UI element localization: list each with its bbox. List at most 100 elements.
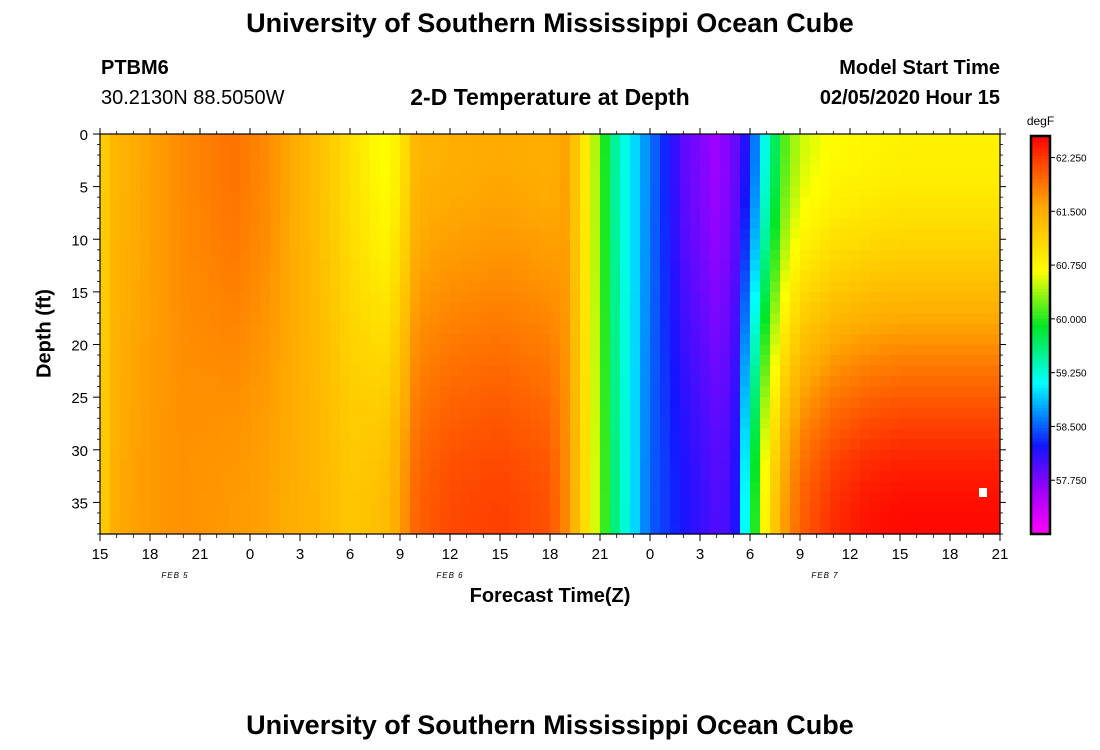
- heatmap-cell: [970, 176, 981, 188]
- heatmap-cell: [320, 386, 331, 398]
- heatmap-cell: [100, 144, 111, 156]
- heatmap-cell: [330, 249, 341, 261]
- heatmap-cell: [910, 460, 921, 472]
- heatmap-cell: [960, 439, 971, 451]
- heatmap-cell: [490, 165, 501, 177]
- heatmap-cell: [710, 155, 721, 167]
- heatmap-cell: [710, 260, 721, 272]
- heatmap-cell: [490, 291, 501, 304]
- heatmap-cell: [140, 176, 151, 188]
- heatmap-cell: [170, 260, 181, 272]
- heatmap-cell: [940, 260, 951, 272]
- heatmap-cell: [900, 449, 911, 461]
- heatmap-cell: [780, 176, 791, 188]
- heatmap-cell: [620, 197, 631, 209]
- heatmap-cell: [560, 228, 571, 240]
- heatmap-cell: [120, 512, 131, 525]
- heatmap-cell: [980, 344, 991, 356]
- heatmap-cell: [920, 418, 931, 430]
- heatmap-cell: [750, 470, 761, 482]
- heatmap-cell: [600, 260, 611, 272]
- heatmap-cell: [630, 523, 641, 535]
- heatmap-cell: [450, 144, 461, 156]
- heatmap-cell: [320, 197, 331, 209]
- heatmap-cell: [600, 165, 611, 177]
- heatmap-cell: [930, 144, 941, 156]
- heatmap-cell: [890, 491, 901, 504]
- heatmap-cell: [180, 165, 191, 177]
- heatmap-cell: [520, 523, 531, 535]
- heatmap-cell: [870, 218, 881, 230]
- heatmap-cell: [280, 502, 291, 514]
- heatmap-cell: [880, 144, 891, 156]
- heatmap-cell: [900, 428, 911, 440]
- heatmap-cell: [190, 281, 201, 293]
- heatmap-cell: [730, 460, 741, 472]
- heatmap-cell: [850, 334, 861, 346]
- colorbar-segment: [1031, 358, 1050, 363]
- heatmap-cell: [680, 302, 691, 314]
- heatmap-cell: [380, 207, 391, 219]
- heatmap-cell: [920, 197, 931, 209]
- heatmap-cell: [900, 312, 911, 325]
- heatmap-cell: [910, 176, 921, 188]
- heatmap-cell: [840, 355, 851, 367]
- heatmap-cell: [190, 197, 201, 209]
- heatmap-cell: [770, 439, 781, 451]
- heatmap-cell: [350, 312, 361, 325]
- heatmap-cell: [460, 481, 471, 493]
- colorbar-segment: [1031, 235, 1050, 240]
- heatmap-cell: [400, 302, 411, 314]
- heatmap-cell: [140, 355, 151, 367]
- heatmap-cell: [840, 281, 851, 293]
- heatmap-cell: [330, 228, 341, 240]
- heatmap-cell: [750, 523, 761, 535]
- heatmap-cell: [490, 239, 501, 251]
- heatmap-cell: [660, 302, 671, 314]
- heatmap-cell: [990, 186, 1001, 198]
- heatmap-cell: [410, 449, 421, 461]
- heatmap-cell: [450, 186, 461, 198]
- heatmap-cell: [750, 312, 761, 325]
- heatmap-cell: [900, 407, 911, 419]
- heatmap-cell: [690, 418, 701, 430]
- heatmap-cell: [880, 186, 891, 198]
- heatmap-cell: [670, 291, 681, 304]
- heatmap-cell: [220, 439, 231, 451]
- heatmap-cell: [790, 439, 801, 451]
- heatmap-cell: [800, 291, 811, 304]
- heatmap-cell: [520, 491, 531, 504]
- heatmap-cell: [700, 491, 711, 504]
- heatmap-cell: [330, 312, 341, 325]
- heatmap-cell: [900, 418, 911, 430]
- heatmap-cell: [200, 144, 211, 156]
- colorbar-segment: [1031, 520, 1050, 525]
- heatmap-cell: [980, 407, 991, 419]
- heatmap-cell: [310, 312, 321, 325]
- heatmap-cell: [930, 239, 941, 251]
- heatmap-cell: [650, 270, 661, 282]
- heatmap-cell: [640, 270, 651, 282]
- heatmap-cell: [540, 523, 551, 535]
- heatmap-cell: [330, 407, 341, 419]
- colorbar-segment: [1031, 288, 1050, 293]
- heatmap-cell: [110, 491, 121, 504]
- colorbar-segment: [1031, 378, 1050, 383]
- heatmap-cell: [370, 365, 381, 377]
- colorbar-segment: [1031, 514, 1050, 519]
- heatmap-cell: [900, 260, 911, 272]
- heatmap-cell: [960, 302, 971, 314]
- heatmap-cell: [230, 197, 241, 209]
- heatmap-cell: [530, 323, 541, 335]
- heatmap-cell: [630, 249, 641, 261]
- heatmap-cell: [650, 470, 661, 482]
- heatmap-cell: [220, 376, 231, 388]
- heatmap-cell: [960, 218, 971, 230]
- heatmap-cell: [180, 312, 191, 325]
- heatmap-cell: [890, 155, 901, 167]
- heatmap-cell: [100, 186, 111, 198]
- heatmap-cell: [920, 512, 931, 525]
- heatmap-cell: [300, 228, 311, 240]
- heatmap-cell: [310, 155, 321, 167]
- heatmap-cell: [250, 144, 261, 156]
